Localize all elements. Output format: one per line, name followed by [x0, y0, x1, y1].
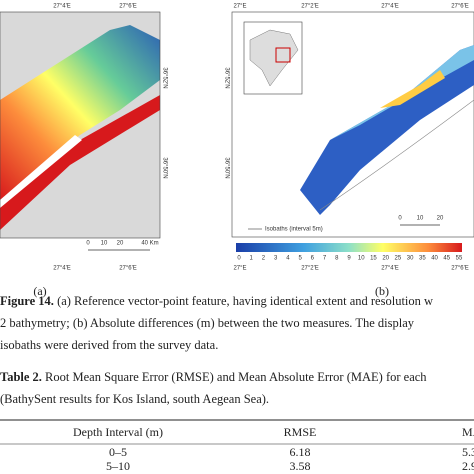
inset-land	[249, 29, 299, 87]
caption-text: isobaths were derived from the survey da…	[0, 338, 219, 352]
table-cell: 2.41	[290, 473, 311, 474]
colorbar-label: 15	[370, 256, 377, 262]
inset-box	[275, 47, 291, 63]
tick-label: 36°50'N	[161, 157, 167, 178]
table-title-text: (BathySent results for Kos Island, south…	[0, 392, 270, 406]
scale-label: 20	[437, 216, 444, 222]
table-header: Depth Interval (m)	[73, 425, 163, 439]
colorbar-label: 3	[274, 256, 278, 262]
table-cell: 6.18	[290, 445, 311, 459]
table-header: MA	[462, 425, 474, 439]
scale-label: 10	[101, 241, 108, 247]
tick-label: 27°4'E	[53, 266, 71, 272]
tick-label: 27°4'E	[381, 4, 399, 10]
caption-text: (a) Reference vector-point feature, havi…	[57, 294, 434, 308]
isobath	[319, 99, 474, 211]
panel-label: (a)	[33, 284, 46, 298]
colorbar-label: 0	[237, 256, 241, 262]
colorbar-label: 4	[286, 256, 290, 262]
table-cell: 3.58	[290, 459, 311, 473]
colorbar-label: 5	[298, 256, 302, 262]
tick-label: 27°6'E	[451, 4, 469, 10]
tick-label: 27°4'E	[53, 4, 71, 10]
frame	[231, 11, 474, 238]
colorbar-label: 10	[358, 256, 365, 262]
tick-label: 36°52'N	[223, 67, 229, 88]
bathymetry	[0, 25, 160, 200]
colorbar-label: 6	[311, 256, 315, 262]
scale-label: 0	[86, 241, 90, 247]
colorbar-label: 55	[456, 256, 463, 262]
tick-label: 27°E	[233, 266, 246, 272]
tick-label: 27°2'E	[301, 266, 319, 272]
colorbar-label: 7	[323, 256, 327, 262]
table-header: RMSE	[284, 425, 317, 439]
table-title-text: Root Mean Square Error (RMSE) and Mean A…	[45, 370, 427, 384]
colorbar-label: 25	[395, 256, 402, 262]
colorbar-label: 8	[335, 256, 339, 262]
tick-label: 27°4'E	[381, 266, 399, 272]
frame	[0, 11, 161, 239]
shallow	[0, 95, 160, 230]
table-cell: 0–5	[109, 445, 127, 459]
scale-label: 40 Km	[141, 241, 158, 247]
colorbar-label: 35	[419, 256, 426, 262]
caption-line: Figure 14. (a) Reference vector-point fe…	[0, 294, 433, 309]
tick-label: 27°6'E	[451, 266, 469, 272]
colorbar-label: 9	[347, 256, 351, 262]
table-cell: 10–15	[103, 473, 133, 474]
caption-label: Figure 14.	[0, 294, 54, 308]
tick-label: 27°6'E	[119, 266, 137, 272]
table-cell: 1.	[462, 473, 471, 474]
colorbar-label: 2	[262, 256, 266, 262]
colorbar	[236, 243, 462, 252]
scale-label: 0	[398, 216, 402, 222]
table-title: Table 2. Root Mean Square Error (RMSE) a…	[0, 370, 427, 385]
scale-label: 10	[417, 216, 424, 222]
tick-label: 27°E	[233, 4, 246, 10]
gap	[0, 135, 82, 208]
panel-label: (b)	[375, 284, 389, 298]
colorbar-label: 45	[443, 256, 450, 262]
table-cell: 5–10	[106, 459, 130, 473]
differences	[380, 70, 445, 108]
table-label: Table 2.	[0, 370, 42, 384]
tick-label: 36°52'N	[161, 67, 167, 88]
tick-label: 36°50'N	[223, 157, 229, 178]
table-cell: 2.9	[462, 459, 474, 473]
table-cell: 5.3	[462, 445, 474, 459]
legend-label: Isobaths (interval 5m)	[265, 227, 323, 233]
colorbar-label: 30	[407, 256, 414, 262]
colorbar-label: 1	[250, 256, 254, 262]
differences	[300, 45, 474, 215]
caption-text: 2 bathymetry; (b) Absolute differences (…	[0, 316, 415, 330]
tick-label: 27°2'E	[301, 4, 319, 10]
colorbar-label: 20	[382, 256, 389, 262]
scale-label: 20	[117, 241, 124, 247]
differences	[330, 45, 474, 140]
colorbar-label: 40	[431, 256, 438, 262]
tick-label: 27°6'E	[119, 4, 137, 10]
